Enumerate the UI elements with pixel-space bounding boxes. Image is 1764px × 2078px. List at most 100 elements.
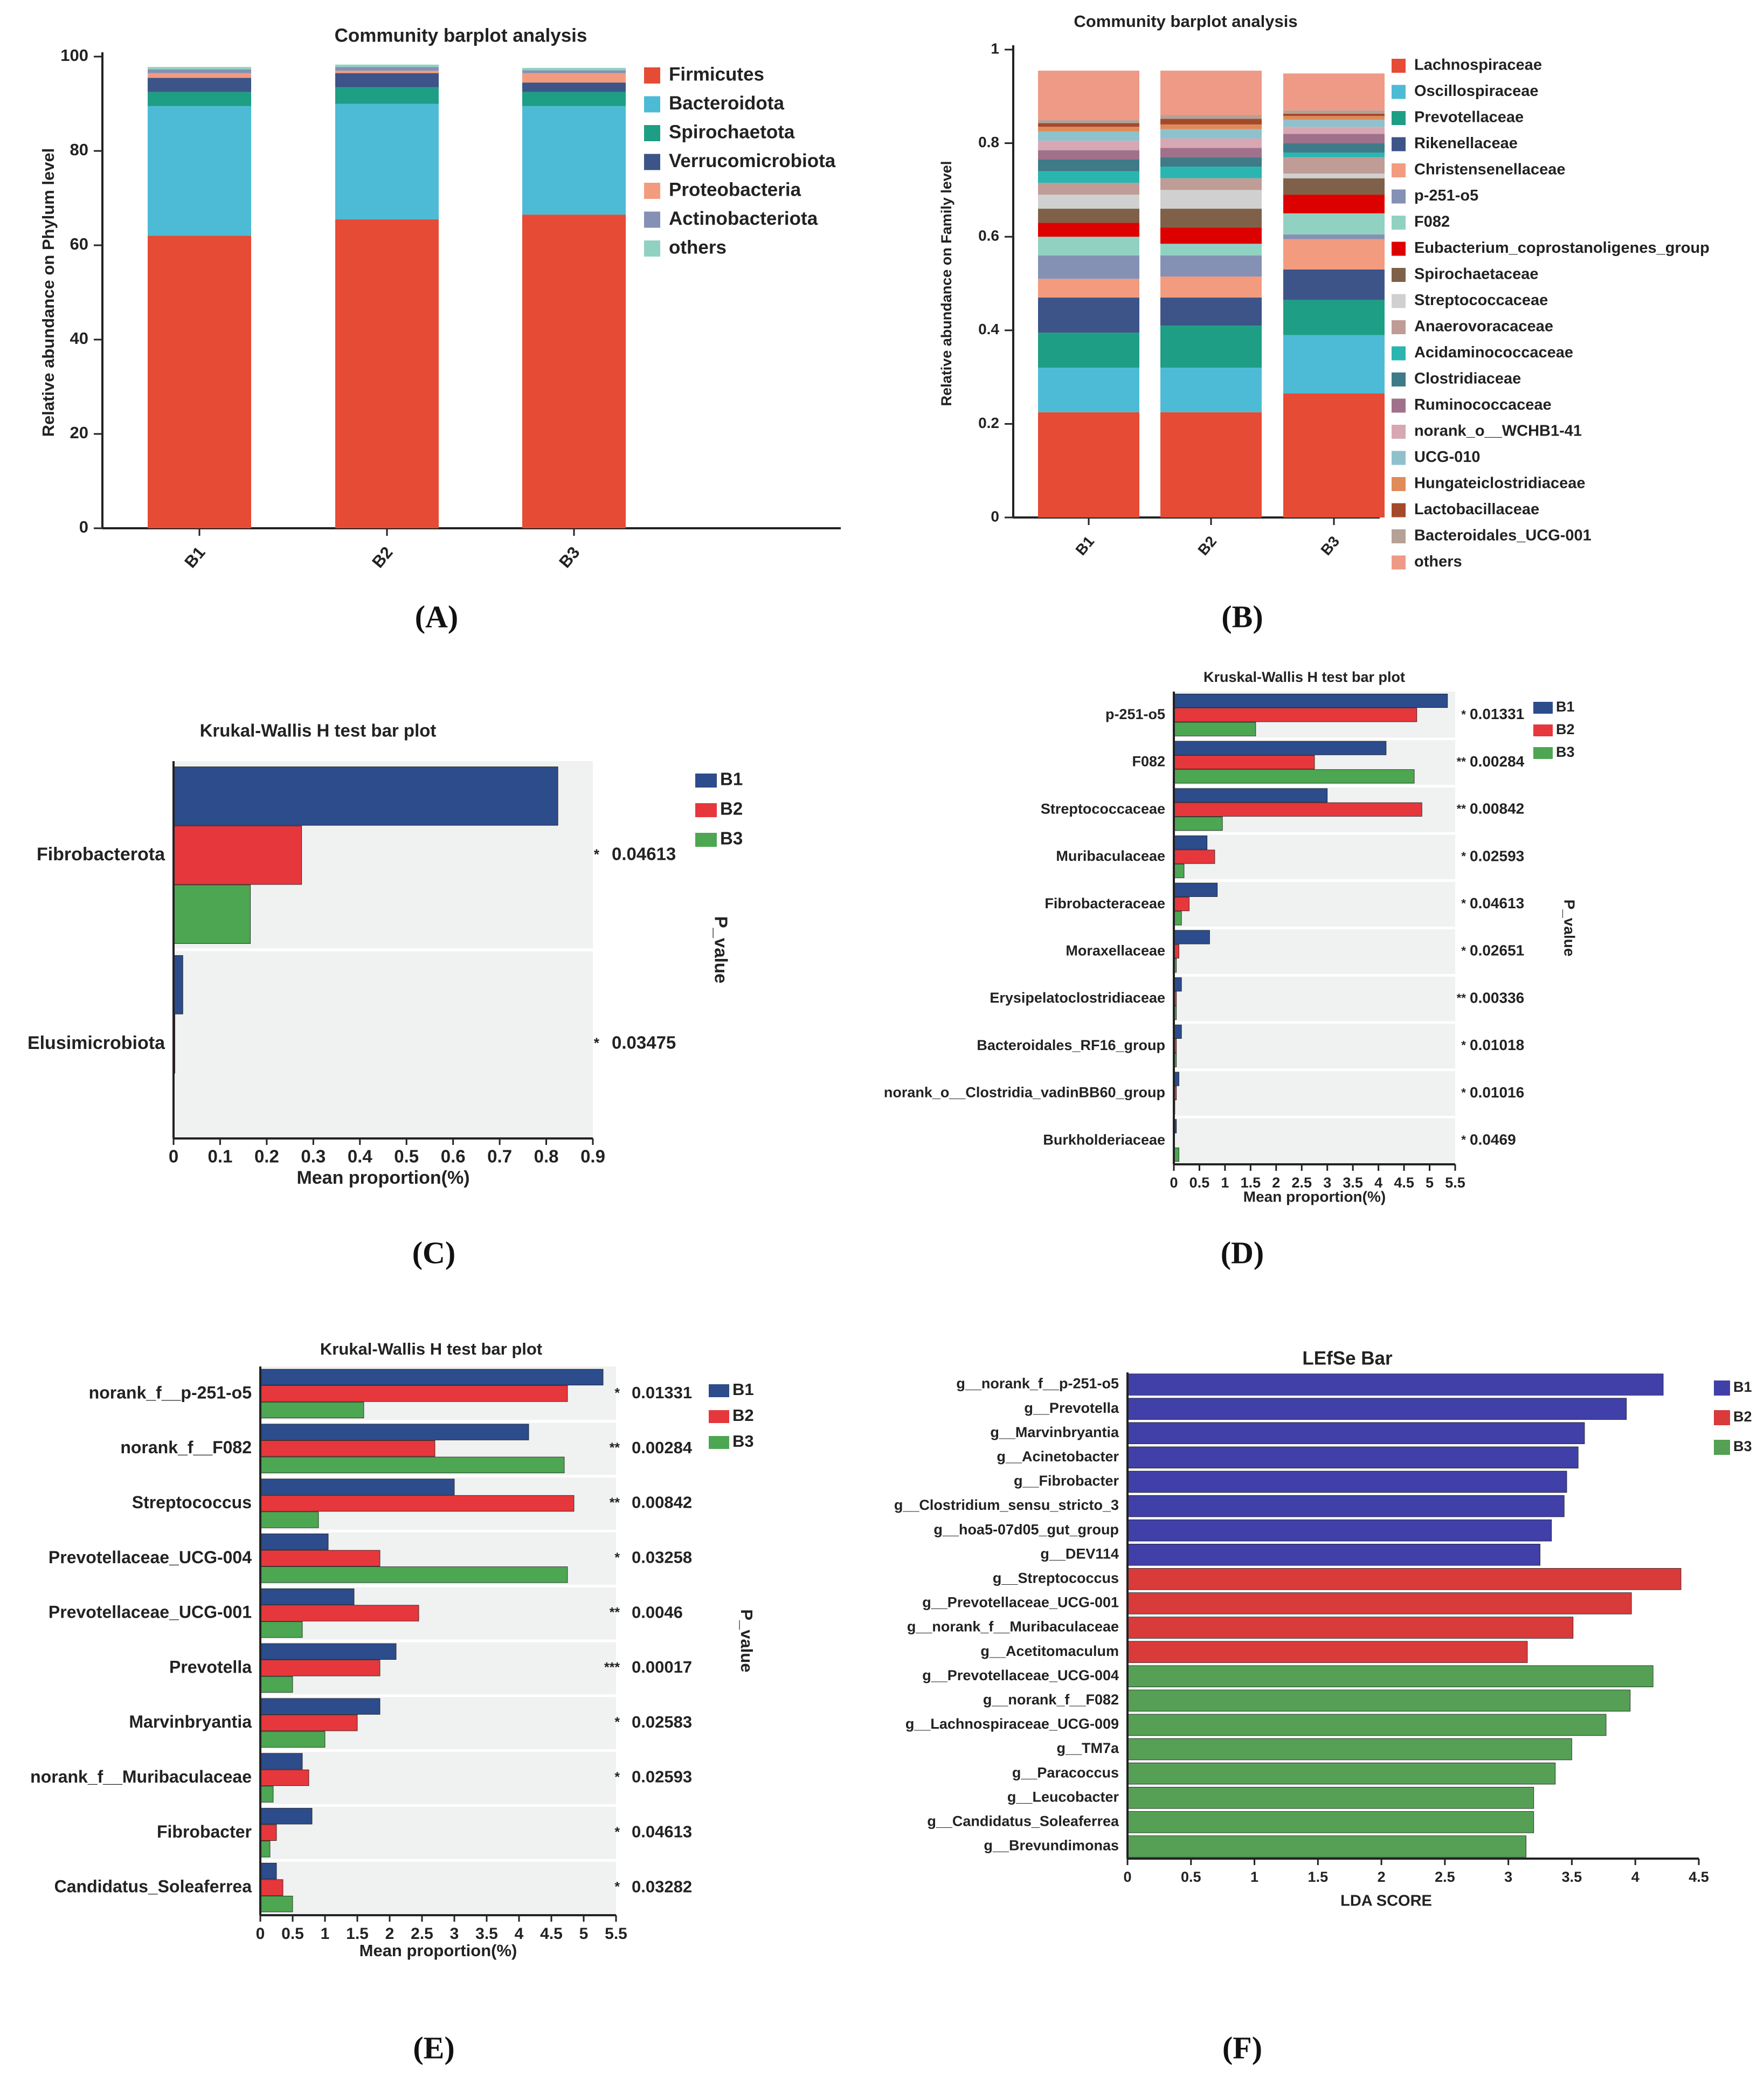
bar [1127, 1422, 1585, 1444]
category-label: Muribaculaceae [1056, 848, 1165, 864]
legend-label: p-251-o5 [1414, 187, 1478, 204]
bar [173, 885, 251, 944]
category-label: Moraxellaceae [1066, 942, 1165, 958]
category-label: norank_f__p-251-o5 [89, 1383, 252, 1402]
bar-segment [148, 236, 251, 528]
bar [1173, 897, 1189, 912]
category-label: Fibrobacteraceae [1044, 895, 1165, 912]
bar-segment [522, 70, 626, 73]
x-tick-label: 1 [1250, 1869, 1258, 1885]
x-tick-label: 0.4 [348, 1147, 373, 1166]
legend-label: Ruminococcaceae [1414, 396, 1552, 413]
bar-segment [1160, 119, 1262, 125]
legend-swatch [644, 96, 660, 113]
bar-segment [522, 215, 626, 528]
bar [1173, 708, 1417, 722]
p-value-label: 0.04613 [1470, 895, 1524, 912]
bar [1127, 1641, 1528, 1663]
legend-swatch [1392, 320, 1406, 334]
legend-label: Hungateiclostridiaceae [1414, 475, 1586, 492]
bar-segment [1283, 213, 1385, 234]
bar-segment [1038, 127, 1139, 132]
legend-label: B2 [1733, 1409, 1752, 1425]
bar [260, 1534, 329, 1550]
bar-segment [1283, 174, 1385, 178]
legend-label: B3 [720, 829, 743, 848]
bar-segment [1160, 255, 1262, 277]
chart-f: LEfSe Bar g__norank_f__p-251-o5 g__Prevote… [894, 1348, 1752, 1909]
bar-segment [1038, 368, 1139, 412]
legend-label: Spirochaetaceae [1414, 266, 1539, 283]
chart-c: Krukal-Wallis H test bar plot Fibrobacter… [27, 721, 743, 1188]
legend-swatch [1392, 294, 1406, 308]
x-tick-label: 0.5 [1189, 1175, 1210, 1191]
bar-segment [1283, 269, 1385, 300]
x-tick-label: 5 [1426, 1175, 1434, 1191]
category-label: g__Prevotellaceae_UCG-001 [922, 1594, 1119, 1611]
bar-segment [1283, 300, 1385, 335]
bar-segment [1283, 120, 1385, 127]
panel-label: (C) [412, 1235, 456, 1270]
legend-label: Clostridiaceae [1414, 370, 1521, 388]
bar [260, 1786, 274, 1803]
category-label: Candidatus_Soleaferrea [54, 1877, 252, 1896]
p-value-axis-label: P_value [711, 916, 731, 984]
legend-swatch [644, 183, 660, 199]
panel-label: (A) [415, 599, 459, 634]
x-tick-label: 3 [1504, 1869, 1512, 1885]
category-label: g__Clostridium_sensu_stricto_3 [894, 1497, 1119, 1513]
category-label: Streptococcus [132, 1493, 252, 1512]
category-label: g__norank_f__p-251-o5 [956, 1376, 1119, 1392]
y-axis-label: Relative abundance on Family level [938, 161, 954, 406]
bar-segment [1038, 141, 1139, 150]
x-tick-label: 3.5 [1343, 1175, 1363, 1191]
x-tick-label: 2.5 [1291, 1175, 1312, 1191]
bar-segment [1160, 368, 1262, 412]
x-tick-label: B3 [1318, 533, 1343, 558]
y-tick-label: 40 [70, 329, 88, 348]
legend-swatch [1714, 1440, 1730, 1455]
bar [260, 1456, 565, 1473]
x-tick-label: 3.5 [1562, 1869, 1582, 1885]
bar-segment [1283, 234, 1385, 239]
bar [1173, 1024, 1182, 1039]
legend-label: B1 [720, 769, 743, 789]
bar-segment [1160, 190, 1262, 209]
bar-segment [1038, 237, 1139, 256]
significance-stars: * [1461, 1133, 1466, 1147]
bar [1127, 1373, 1664, 1396]
chart-title: LEfSe Bar [1302, 1348, 1393, 1369]
bar [1127, 1787, 1534, 1809]
x-tick-label: 0.2 [254, 1147, 279, 1166]
bar [1173, 977, 1182, 992]
bar [260, 1753, 303, 1770]
bar-segment [1283, 152, 1385, 157]
bar [260, 1769, 309, 1786]
legend-label: B2 [720, 799, 743, 819]
category-label: g__norank_f__Muribaculaceae [907, 1619, 1119, 1635]
legend-swatch [709, 1436, 729, 1449]
bar [1127, 1811, 1534, 1833]
p-value-label: 0.03475 [612, 1033, 676, 1053]
bar [260, 1698, 381, 1715]
legend-swatch [1392, 85, 1406, 99]
bar [1127, 1617, 1574, 1639]
legend-label: UCG-010 [1414, 448, 1481, 466]
bar [1173, 755, 1315, 770]
category-label: Prevotellaceae_UCG-001 [49, 1603, 252, 1622]
chart-d: Kruskal-Wallis H test bar plot p-251-o5 * 0… [884, 669, 1578, 1205]
bar-segment [148, 73, 251, 78]
bar [1173, 850, 1215, 864]
bar [1173, 882, 1218, 897]
p-value-label: 0.0469 [1470, 1131, 1516, 1148]
bar-segment [148, 69, 251, 73]
significance-stars: ** [610, 1496, 620, 1510]
legend-label: B3 [732, 1432, 754, 1451]
bar [173, 825, 302, 885]
bar [1127, 1665, 1654, 1687]
bar-segment [1283, 134, 1385, 143]
p-value-label: 0.04613 [612, 844, 676, 864]
category-label: Fibrobacterota [37, 844, 165, 865]
bar-segment [1038, 123, 1139, 127]
